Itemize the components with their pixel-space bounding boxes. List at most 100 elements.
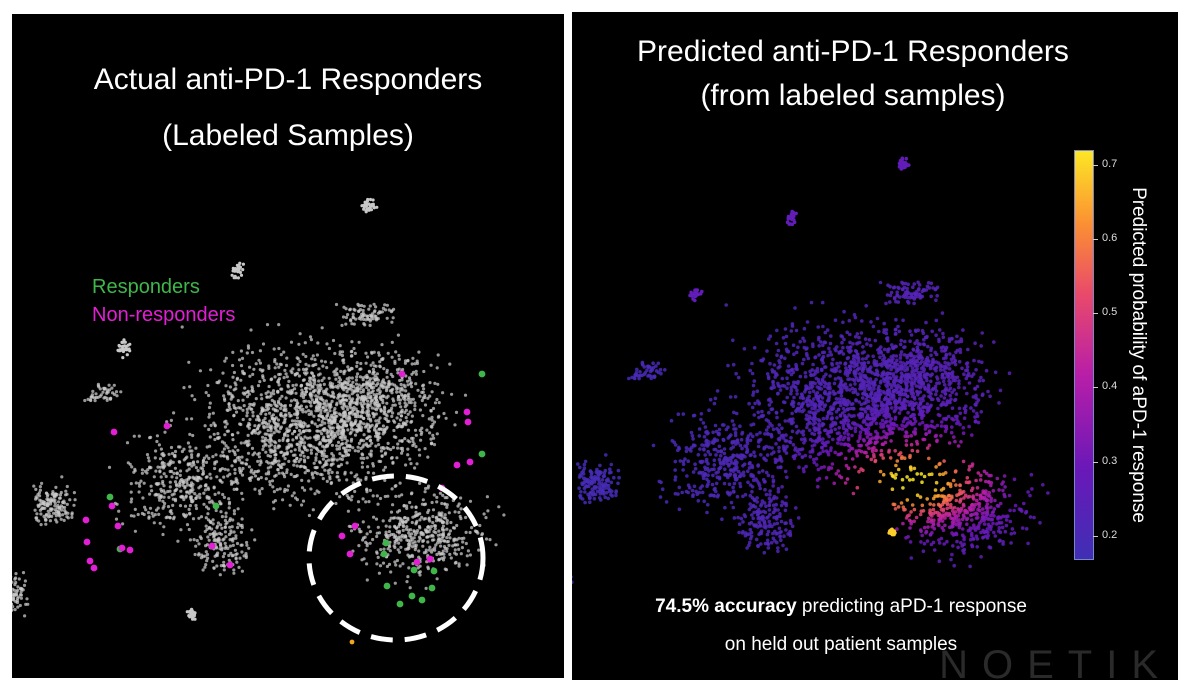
- cell-point: [230, 554, 234, 558]
- cell-point: [316, 383, 320, 387]
- cell-point: [399, 405, 403, 409]
- cell-point: [940, 349, 944, 353]
- cell-point: [270, 433, 274, 437]
- cell-point: [362, 304, 366, 308]
- cell-point: [449, 556, 453, 560]
- cell-point: [299, 404, 303, 408]
- cell-point: [433, 401, 438, 405]
- cell-point: [247, 392, 251, 396]
- cell-point: [791, 443, 796, 447]
- cell-point: [827, 346, 831, 351]
- cell-point: [355, 473, 359, 477]
- cell-point: [204, 460, 209, 464]
- cell-point: [148, 436, 152, 440]
- cell-point: [943, 370, 948, 375]
- cell-point: [810, 406, 814, 411]
- cell-point: [291, 367, 295, 371]
- cell-point: [402, 535, 406, 539]
- cell-point: [193, 398, 197, 402]
- cell-point: [169, 509, 173, 513]
- cell-point: [301, 367, 306, 371]
- cell-point: [454, 410, 459, 414]
- cell-point: [251, 453, 255, 457]
- cell-point: [277, 430, 281, 434]
- cell-point: [382, 430, 386, 434]
- cell-point: [808, 450, 813, 454]
- cell-point: [228, 385, 232, 389]
- cell-point: [125, 353, 129, 357]
- cell-point: [371, 464, 375, 468]
- cell-point: [265, 460, 269, 464]
- cell-point: [354, 378, 358, 382]
- cell-point: [766, 376, 771, 381]
- cell-point: [850, 433, 854, 438]
- cell-point: [191, 612, 195, 616]
- cell-point: [171, 460, 175, 464]
- cell-point: [350, 388, 354, 392]
- cell-point: [264, 443, 268, 447]
- cell-point: [422, 517, 426, 521]
- cell-point: [320, 450, 324, 454]
- cell-point: [944, 416, 948, 421]
- cell-point: [286, 439, 290, 443]
- cell-point: [393, 361, 397, 365]
- cell-point: [232, 480, 236, 484]
- cell-point: [258, 430, 262, 434]
- cell-point: [383, 452, 387, 456]
- cell-point: [297, 374, 301, 378]
- cell-point: [228, 407, 232, 411]
- cell-point: [812, 426, 816, 430]
- cell-point: [304, 405, 309, 409]
- cell-point: [276, 399, 281, 403]
- cell-point: [419, 531, 423, 535]
- cell-point: [160, 461, 164, 466]
- cell-point: [888, 376, 893, 381]
- cell-point: [230, 464, 234, 468]
- cell-point: [185, 480, 189, 484]
- cell-point: [381, 401, 385, 405]
- cell-point: [351, 312, 355, 316]
- cell-point: [390, 320, 394, 324]
- cell-point: [365, 488, 369, 492]
- cell-point: [349, 319, 353, 323]
- cell-point: [371, 462, 375, 466]
- cell-point: [937, 462, 941, 467]
- cell-point: [290, 371, 294, 375]
- cell-point: [194, 544, 198, 548]
- cell-point: [128, 462, 132, 466]
- cell-point: [140, 468, 144, 472]
- cell-point: [392, 307, 396, 311]
- cell-point: [244, 552, 248, 556]
- cell-point: [209, 476, 213, 480]
- cell-point: [299, 383, 304, 387]
- cell-point: [12, 590, 13, 594]
- cell-point: [821, 422, 826, 427]
- cell-point: [411, 356, 415, 360]
- cell-point: [898, 356, 903, 360]
- cell-point: [359, 439, 363, 443]
- cell-point: [168, 485, 172, 489]
- cell-point: [774, 341, 779, 346]
- cell-point: [307, 479, 311, 483]
- cell-point: [377, 459, 381, 463]
- cell-point: [406, 428, 411, 432]
- cell-point: [177, 484, 182, 488]
- cell-point: [258, 492, 262, 496]
- cell-point: [445, 521, 449, 525]
- cell-point: [387, 383, 391, 387]
- cell-point: [816, 484, 820, 489]
- cell-point: [417, 448, 421, 452]
- cell-point: [208, 401, 212, 405]
- cell-point: [240, 455, 244, 459]
- cell-point: [799, 437, 804, 442]
- cell-point: [338, 425, 342, 429]
- cell-point: [783, 419, 788, 423]
- cell-point: [23, 579, 27, 583]
- cell-point: [105, 398, 109, 402]
- cell-point: [233, 460, 237, 464]
- cell-point: [751, 390, 756, 395]
- cell-point: [221, 450, 225, 454]
- cell-point: [207, 456, 211, 460]
- cell-point: [340, 323, 344, 327]
- responder-point: [408, 592, 416, 600]
